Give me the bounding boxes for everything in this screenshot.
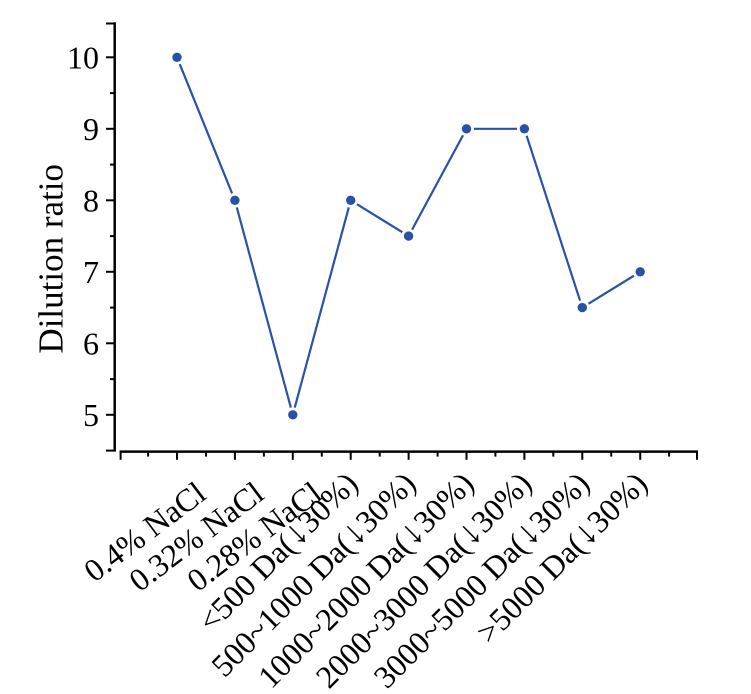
svg-text:6: 6 xyxy=(83,325,99,361)
svg-text:9: 9 xyxy=(83,111,99,147)
svg-text:10: 10 xyxy=(67,39,99,75)
svg-text:7: 7 xyxy=(83,254,99,290)
svg-text:5: 5 xyxy=(83,397,99,433)
svg-text:Dilution ratio: Dilution ratio xyxy=(31,164,70,354)
svg-text:8: 8 xyxy=(83,182,99,218)
